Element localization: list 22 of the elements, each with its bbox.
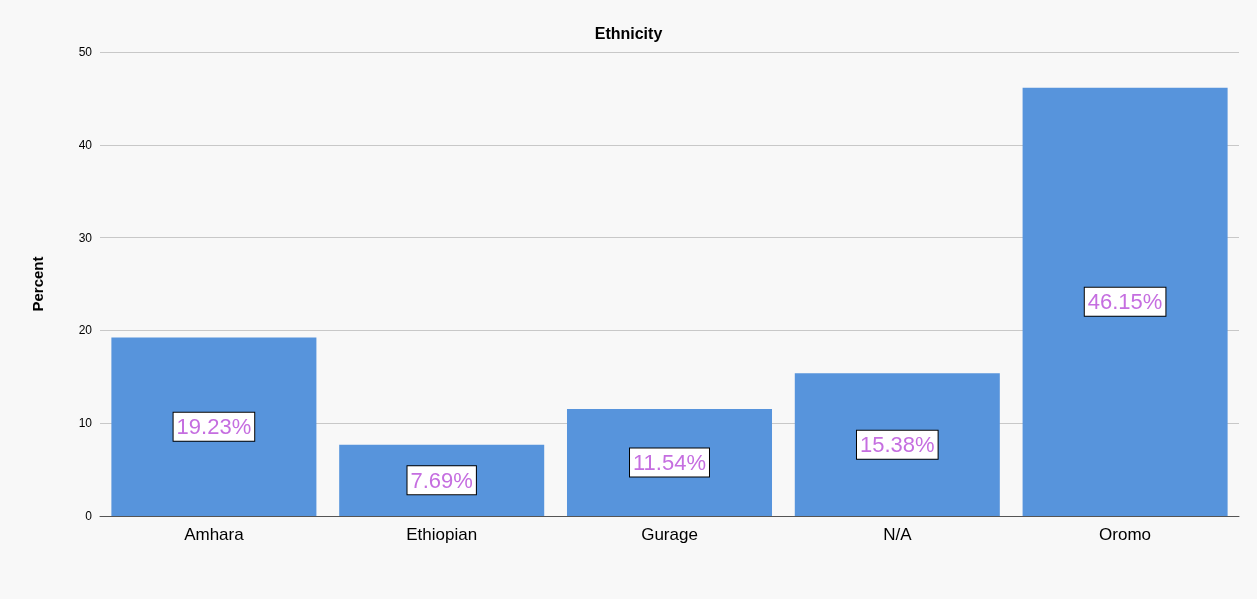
y-tick-label: 40 (78, 137, 93, 152)
y-tick-label: 0 (85, 509, 93, 523)
data-label: 19.23% (176, 414, 252, 440)
bar (1022, 87, 1228, 516)
data-label: 15.38% (859, 432, 935, 458)
x-tick-label: Ethiopian (406, 525, 478, 544)
bar (111, 337, 317, 516)
chart-title: Ethnicity (594, 24, 663, 42)
y-tick-label: 50 (78, 45, 93, 59)
x-tick-label: Amhara (184, 525, 245, 544)
y-tick-label: 20 (78, 323, 93, 338)
x-tick-label: Oromo (1099, 525, 1152, 544)
x-tick-label: N/A (883, 525, 913, 544)
bar (566, 408, 773, 516)
x-tick-label: Gurage (641, 525, 698, 544)
y-axis-title: Percent (29, 256, 46, 312)
data-label: 7.69% (410, 467, 473, 493)
bar (794, 373, 1000, 516)
y-tick-label: 30 (78, 230, 93, 245)
data-label: 11.54% (633, 449, 706, 475)
y-tick-label: 10 (78, 416, 93, 431)
data-label: 46.15% (1087, 289, 1163, 315)
